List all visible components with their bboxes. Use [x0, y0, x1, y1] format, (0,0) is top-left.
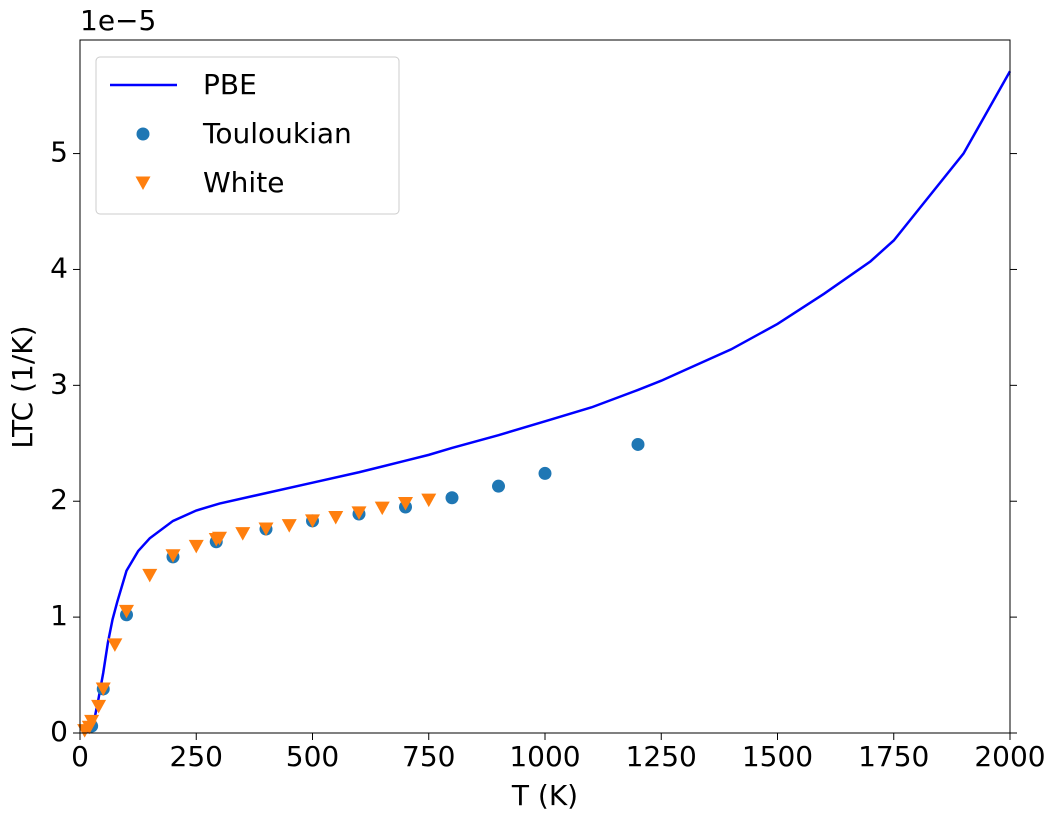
point	[95, 682, 111, 696]
x-tick-label: 750	[402, 740, 455, 773]
y-tick-label: 3	[50, 367, 68, 400]
y-tick-label: 5	[50, 136, 68, 169]
point	[258, 522, 274, 537]
legend-marker	[135, 176, 151, 190]
y-tick-label: 1	[50, 599, 68, 632]
x-tick-label: 500	[286, 740, 339, 773]
x-tick-label: 1750	[858, 740, 929, 773]
legend-label: PBE	[203, 68, 257, 101]
x-tick-label: 1000	[509, 740, 580, 773]
point	[107, 638, 123, 652]
x-tick-label: 2000	[974, 740, 1045, 773]
point	[374, 501, 390, 516]
point	[492, 479, 505, 493]
point	[188, 539, 204, 554]
x-tick-label: 0	[71, 740, 89, 773]
point	[142, 568, 158, 583]
point	[91, 699, 107, 714]
point	[281, 519, 297, 533]
point	[328, 510, 344, 525]
legend-box	[95, 56, 400, 215]
point	[305, 514, 320, 528]
point	[631, 437, 645, 451]
point	[351, 506, 367, 520]
series-line	[84, 70, 1012, 735]
plot-frame	[79, 39, 1011, 734]
point	[84, 714, 100, 729]
point	[212, 531, 227, 546]
point	[398, 497, 413, 511]
x-axis-label: T (K)	[511, 779, 578, 812]
point	[119, 604, 134, 619]
point	[235, 527, 251, 541]
legend-marker	[136, 127, 150, 141]
legend-label: Touloukian	[202, 117, 352, 150]
x-tick-label: 1500	[742, 740, 813, 773]
x-tick-label: 1250	[626, 740, 697, 773]
point	[445, 491, 459, 505]
legend: PBE Touloukian White	[95, 56, 400, 215]
y-tick-label: 4	[50, 251, 68, 284]
point	[538, 466, 552, 480]
x-tick-label: 250	[170, 740, 223, 773]
y-tick-label: 2	[50, 483, 68, 516]
y-tick-label: 0	[50, 715, 68, 748]
y-axis-label: LTC (1/K)	[6, 325, 39, 448]
y-offset-label: 1e−5	[80, 4, 156, 37]
point	[165, 549, 181, 563]
point	[421, 493, 437, 508]
legend-label: White	[203, 166, 284, 199]
